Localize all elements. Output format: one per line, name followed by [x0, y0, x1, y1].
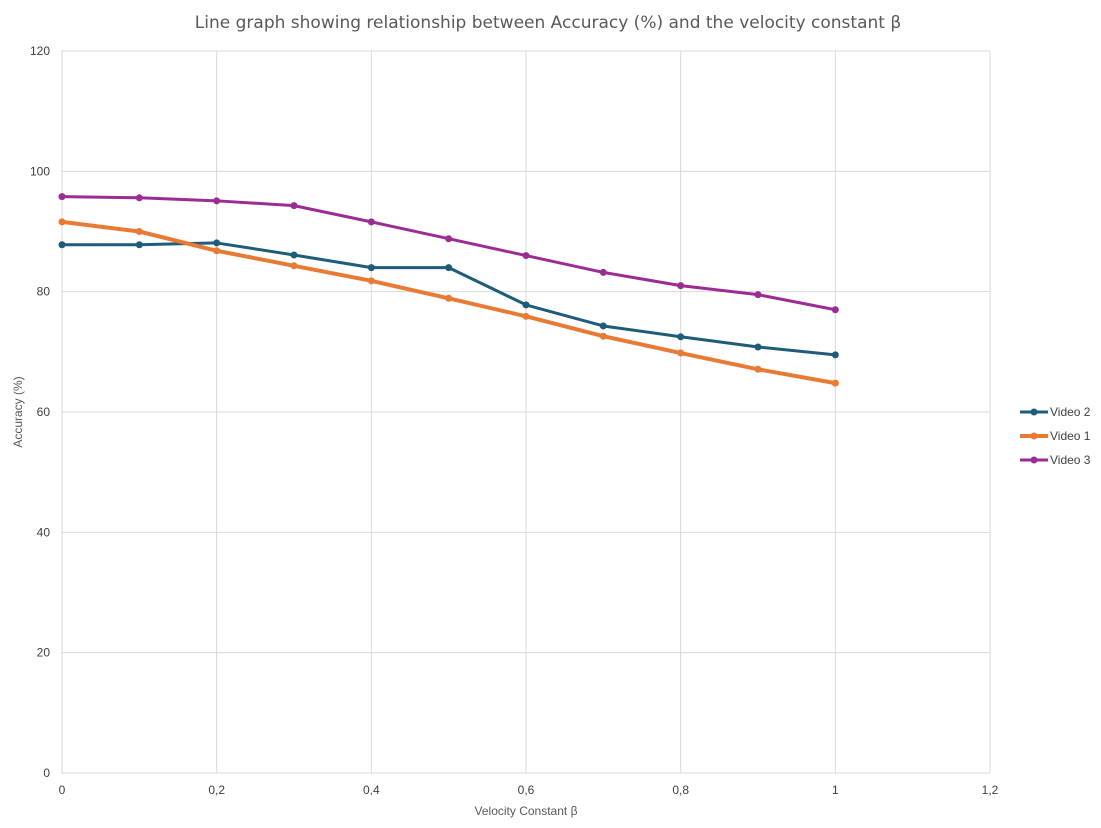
data-point: [677, 333, 685, 341]
series-video-1: [58, 218, 839, 387]
data-point: [754, 291, 762, 299]
y-tick-label: 60: [37, 405, 51, 419]
y-tick-label: 20: [37, 646, 51, 660]
x-axis-label: Velocity Constant β: [475, 804, 578, 818]
data-point: [445, 264, 453, 272]
y-tick-label: 100: [30, 164, 50, 178]
x-tick-label: 0,4: [363, 783, 380, 797]
legend-item: Video 2: [1020, 405, 1091, 419]
data-point: [599, 332, 607, 340]
data-point: [754, 343, 762, 351]
legend-item: Video 1: [1020, 429, 1091, 443]
legend: Video 2 Video 1 Video 3: [1020, 405, 1091, 467]
series-line: [60, 219, 838, 386]
y-axis-ticks: 0 20 40 60 80 100 120: [30, 44, 50, 780]
data-point: [58, 218, 66, 226]
x-tick-label: 1: [832, 783, 839, 797]
y-tick-label: 120: [30, 44, 50, 58]
data-point: [367, 264, 375, 272]
x-tick-label: 0: [59, 783, 66, 797]
legend-label: Video 3: [1050, 453, 1091, 467]
data-point: [58, 193, 66, 201]
data-point: [754, 365, 762, 373]
data-point: [522, 252, 530, 260]
data-point: [290, 251, 298, 259]
legend-item: Video 3: [1020, 453, 1091, 467]
x-tick-label: 0,6: [518, 783, 535, 797]
data-point: [831, 379, 839, 387]
series-line: [60, 195, 837, 312]
data-point: [290, 262, 298, 270]
data-point: [58, 241, 66, 249]
series-layer: [58, 193, 839, 387]
data-point: [135, 241, 143, 249]
chart-title: Line graph showing relationship between …: [195, 13, 901, 33]
y-tick-label: 40: [37, 525, 51, 539]
data-point: [445, 294, 453, 302]
data-point: [831, 351, 839, 359]
data-point: [599, 322, 607, 330]
data-point: [213, 247, 221, 255]
data-point: [445, 235, 453, 243]
grid-lines: [61, 50, 991, 774]
y-tick-label: 80: [37, 285, 51, 299]
data-point: [213, 197, 221, 205]
x-tick-label: 0,8: [672, 783, 689, 797]
legend-label: Video 1: [1050, 429, 1091, 443]
data-point: [367, 218, 375, 226]
x-tick-label: 0,2: [208, 783, 225, 797]
y-tick-label: 0: [43, 766, 50, 780]
data-point: [213, 239, 221, 247]
data-point: [522, 301, 530, 309]
data-point: [831, 306, 839, 314]
legend-swatch-marker: [1030, 408, 1038, 416]
y-axis-label: Accuracy (%): [11, 376, 25, 447]
data-point: [522, 312, 530, 320]
legend-label: Video 2: [1050, 405, 1091, 419]
data-point: [290, 202, 298, 210]
legend-swatch-marker: [1030, 456, 1038, 464]
series-video-3: [58, 193, 839, 314]
legend-swatch-marker: [1030, 432, 1038, 440]
data-point: [135, 228, 143, 235]
data-point: [599, 268, 607, 276]
data-point: [677, 282, 685, 290]
x-tick-label: 1,2: [982, 783, 999, 797]
data-point: [677, 349, 685, 357]
data-point: [135, 194, 143, 202]
data-point: [367, 277, 375, 285]
x-axis-ticks: 0 0,2 0,4 0,6 0,8 1 1,2: [59, 783, 999, 797]
